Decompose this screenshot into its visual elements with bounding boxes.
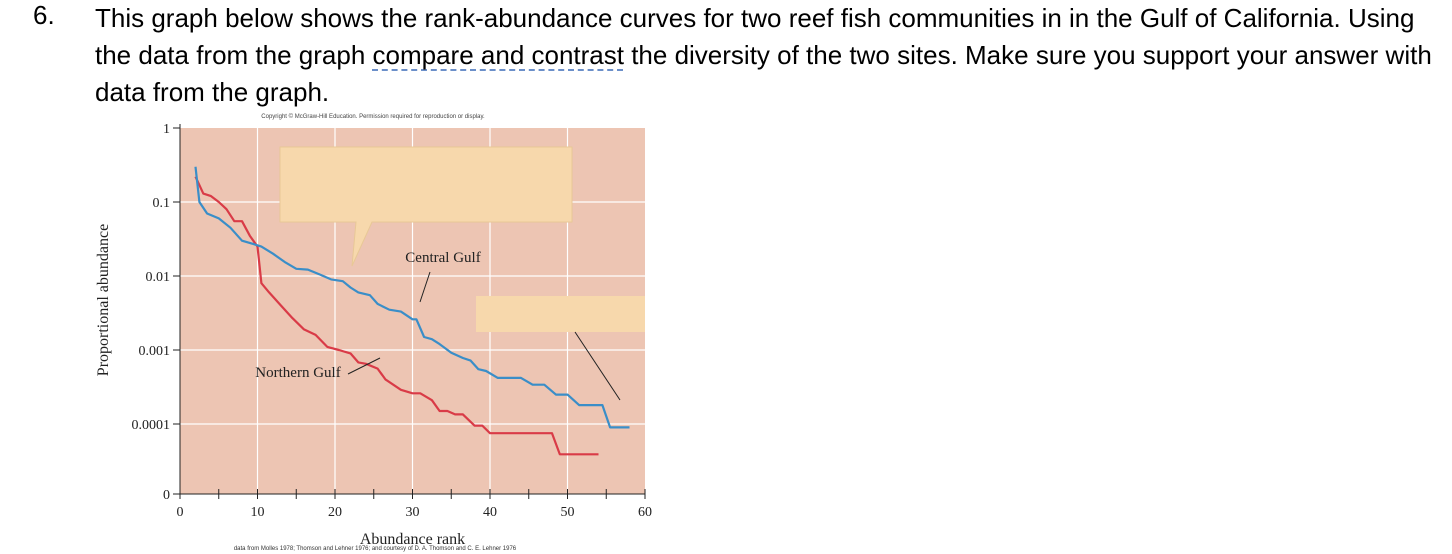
callout-box-right xyxy=(476,296,645,332)
x-tick-label: 30 xyxy=(406,505,420,520)
x-axis-label: Abundance rank xyxy=(360,531,465,548)
x-tick-label: 0 xyxy=(177,505,184,520)
x-tick-label: 50 xyxy=(561,505,575,520)
y-tick-label: 0.0001 xyxy=(132,418,171,433)
series-line-central-gulf xyxy=(194,166,630,429)
callout-box-top xyxy=(279,146,573,267)
question-number: 6. xyxy=(33,0,55,30)
annotation-central-gulf: Central Gulf xyxy=(405,250,480,266)
question-text-part2: the diversity of the two sites. Make sur… xyxy=(95,40,1432,107)
callout-leader-right xyxy=(574,331,621,401)
y-tick-label: 0.1 xyxy=(153,196,171,211)
x-tick-label: 10 xyxy=(251,505,265,520)
y-tick-label: 0.01 xyxy=(146,270,171,285)
series-line-northern-gulf xyxy=(194,176,599,456)
question-text-underlined: compare and contrast xyxy=(372,40,624,70)
annotation-northern-gulf: Northern Gulf xyxy=(255,365,340,381)
annotation-leader-northern xyxy=(347,357,381,375)
x-tick-label: 20 xyxy=(328,505,342,520)
question-text: This graph below shows the rank-abundanc… xyxy=(95,0,1440,111)
annotation-leader-central xyxy=(419,271,431,303)
y-tick-label: 0.001 xyxy=(139,344,171,359)
source-credit: data from Molles 1978; Thomson and Lehne… xyxy=(234,546,517,552)
copyright-notice: Copyright © McGraw-Hill Education. Permi… xyxy=(261,113,485,120)
question-text-part1: This graph below shows the rank-abundanc… xyxy=(95,3,1415,70)
y-axis-label: Proportional abundance xyxy=(95,224,112,376)
y-tick-label: 1 xyxy=(163,122,170,137)
x-tick-label: 60 xyxy=(638,505,652,520)
x-tick-label: 40 xyxy=(483,505,497,520)
y-tick-label: 0 xyxy=(163,488,170,503)
